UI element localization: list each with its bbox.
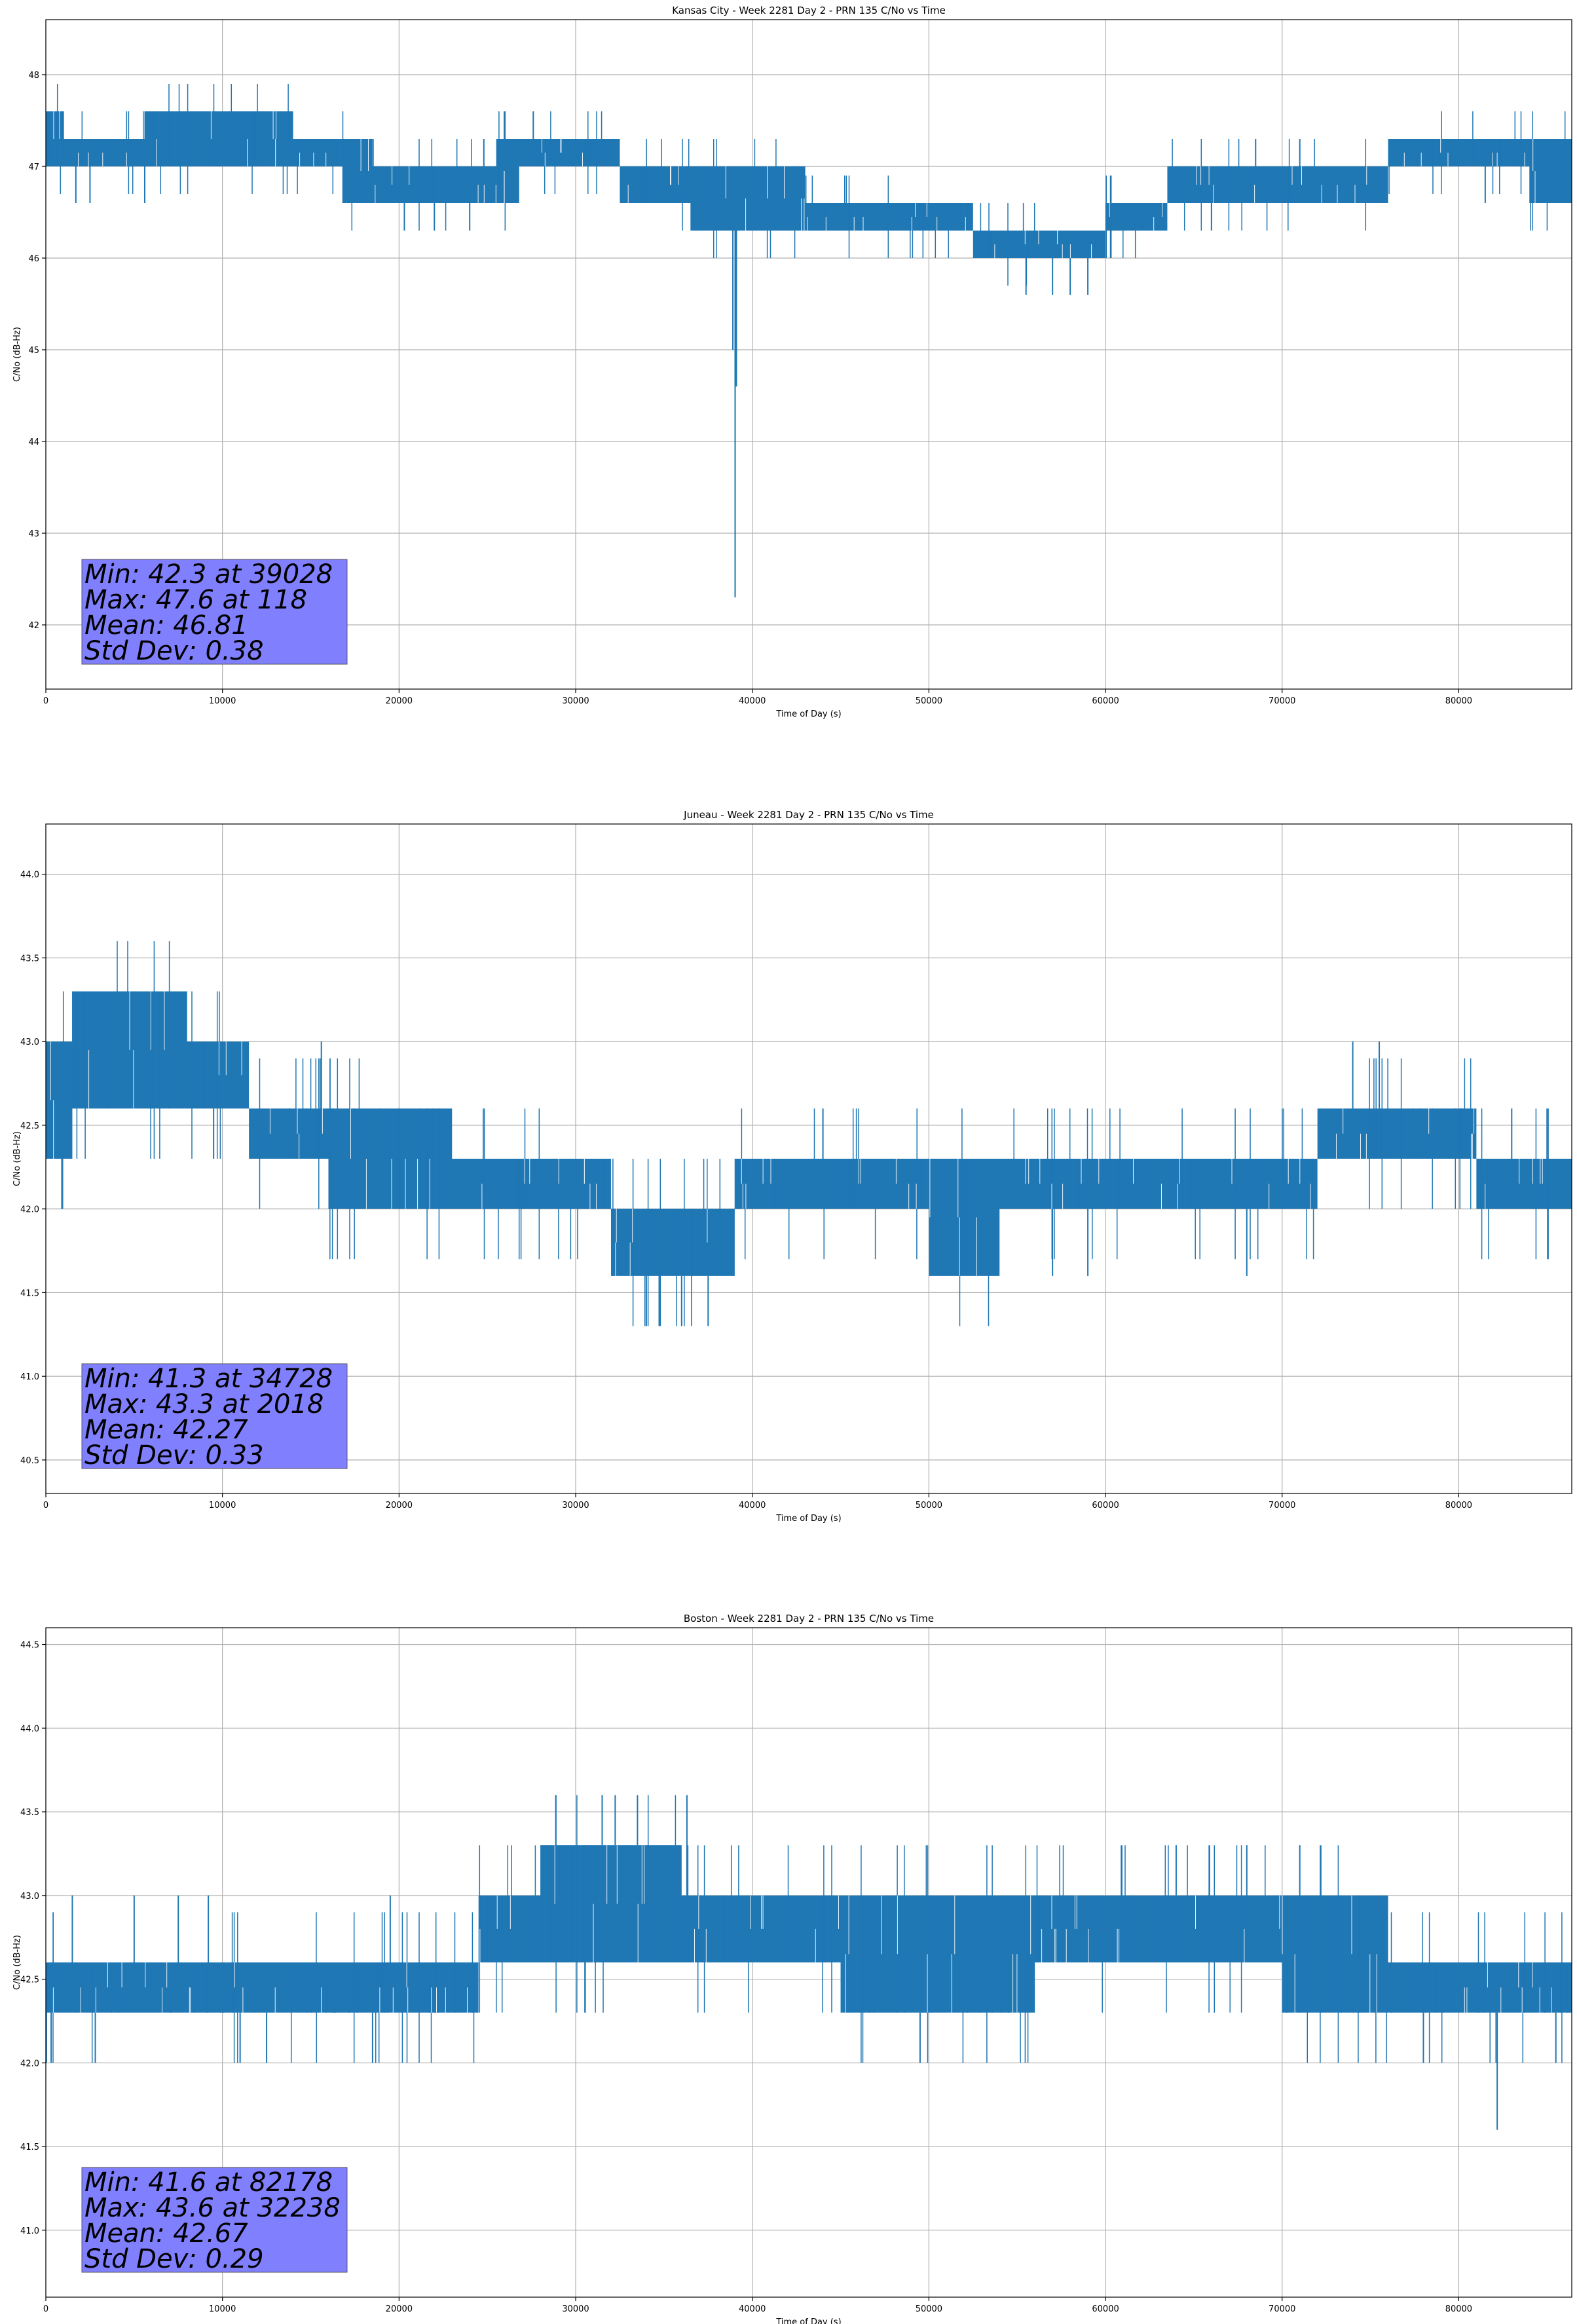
y-tick-label: 44.0 [20,871,39,880]
stats-box [81,2167,348,2273]
x-axis-label: Time of Day (s) [775,1514,841,1524]
x-tick-label: 10000 [209,1501,236,1510]
x-tick-label: 20000 [386,696,413,706]
x-tick-label: 80000 [1445,696,1472,706]
y-tick-label: 42.0 [20,1205,39,1215]
y-tick-label: 45 [28,346,39,356]
y-tick-label: 42.5 [20,1976,39,1985]
x-tick-label: 30000 [562,1501,589,1510]
x-tick-label: 50000 [916,1501,942,1510]
y-tick-label: 41.5 [20,1288,39,1298]
x-tick-label: 80000 [1445,2304,1472,2314]
stats-line: Mean: 46.81 [84,610,248,641]
y-tick-label: 44.5 [20,1641,39,1651]
series-gaps [50,991,1543,1276]
y-tick-label: 41.0 [20,1372,39,1382]
y-tick-label: 40.5 [20,1456,39,1466]
chart-panel: 0 10000 20000 30000 40000 50000 60000 70000 8000… [12,1613,1572,2324]
stats-line: Std Dev: 0.29 [84,2244,264,2274]
x-tick-label: 40000 [739,2304,766,2314]
stats-line: Min: 41.3 at 34728 [84,1364,333,1394]
y-tick-label: 43.0 [20,1892,39,1902]
x-tick-label: 60000 [1092,696,1119,706]
x-tick-label: 0 [43,1501,48,1510]
y-tick-label: 43.5 [20,954,39,964]
y-tick-label: 44 [28,438,39,447]
x-tick-label: 50000 [916,696,942,706]
x-tick-label: 0 [43,696,48,706]
x-tick-label: 80000 [1445,1501,1472,1510]
y-tick-label: 42.0 [20,2059,39,2069]
chart-panel: 0 10000 20000 30000 40000 50000 60000 70000 8000… [12,5,1572,719]
y-axis-label: C/No (dB-Hz) [12,327,22,382]
x-tick-label: 30000 [562,696,589,706]
stats-box [81,1363,348,1469]
stats-box [81,559,348,665]
stats-line: Min: 42.3 at 39028 [84,559,333,590]
y-axis-label: C/No (dB-Hz) [12,1131,22,1186]
x-axis-label: Time of Day (s) [775,2317,841,2324]
stats-line: Min: 41.6 at 82178 [84,2167,333,2198]
x-tick-label: 60000 [1092,1501,1119,1510]
stats-line: Max: 47.6 at 118 [84,585,307,615]
y-tick-label: 42 [28,621,39,631]
y-tick-label: 42.5 [20,1121,39,1131]
y-tick-label: 47 [28,162,39,172]
y-tick-label: 46 [28,254,39,264]
series-gaps [53,111,1536,258]
stats-line: Max: 43.3 at 2018 [84,1389,324,1419]
x-tick-label: 10000 [209,2304,236,2314]
series-band [46,1845,1572,2013]
y-tick-label: 44.0 [20,1724,39,1734]
y-tick-label: 48 [28,71,39,81]
stats-line: Mean: 42.67 [84,2219,248,2249]
stats-line: Mean: 42.27 [84,1415,248,1445]
x-tick-label: 40000 [739,696,766,706]
y-tick-label: 41.5 [20,2143,39,2152]
x-tick-label: 70000 [1269,1501,1295,1510]
x-tick-label: 70000 [1269,2304,1295,2314]
chart-panel: 0 10000 20000 30000 40000 50000 60000 70000 8000… [12,809,1572,1524]
stats-line: Max: 43.6 at 32238 [84,2193,341,2223]
chart-title: Kansas City - Week 2281 Day 2 - PRN 135 … [672,5,946,16]
plot-frame [45,19,1572,690]
y-tick-label: 43.0 [20,1038,39,1047]
x-tick-label: 70000 [1269,696,1295,706]
y-tick-label: 43 [28,529,39,539]
stats-line: Std Dev: 0.33 [84,1440,264,1471]
chart-title: Juneau - Week 2281 Day 2 - PRN 135 C/No … [683,809,934,821]
x-tick-label: 10000 [209,696,236,706]
plot-frame [45,823,1572,1494]
plot-frame [45,1627,1572,2298]
x-tick-label: 60000 [1092,2304,1119,2314]
x-tick-label: 20000 [386,2304,413,2314]
x-tick-label: 40000 [739,1501,766,1510]
x-tick-label: 50000 [916,2304,942,2314]
x-tick-label: 20000 [386,1501,413,1510]
series-gaps [52,1845,1552,2013]
series-noise [48,84,1572,286]
x-tick-label: 0 [43,2304,48,2314]
x-axis-label: Time of Day (s) [775,709,841,719]
y-axis-label: C/No (dB-Hz) [12,1935,22,1990]
y-tick-label: 41.0 [20,2226,39,2236]
chart-title: Boston - Week 2281 Day 2 - PRN 135 C/No … [684,1613,934,1624]
stats-line: Std Dev: 0.38 [84,636,264,666]
x-tick-label: 30000 [562,2304,589,2314]
series-noise [46,1795,1568,2063]
chart-panels: 0 10000 20000 30000 40000 50000 60000 70000 8000… [12,5,1572,2324]
y-tick-label: 43.5 [20,1808,39,1818]
